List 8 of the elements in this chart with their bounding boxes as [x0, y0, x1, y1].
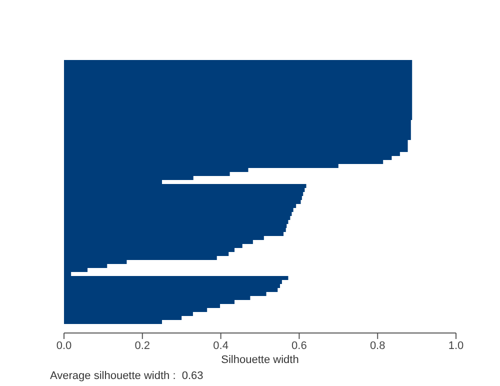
x-tick-label: 0.6	[292, 340, 307, 352]
x-tick-label: 0.0	[56, 340, 72, 352]
x-axis-title: Silhouette width	[221, 354, 299, 366]
x-tick-label: 0.8	[370, 340, 386, 352]
x-tick-label: 0.2	[134, 340, 150, 352]
x-tick-label: 1.0	[448, 340, 464, 352]
text: Average silhouette width : 0.63	[50, 370, 204, 382]
x-tick-label: 0.4	[213, 340, 228, 352]
